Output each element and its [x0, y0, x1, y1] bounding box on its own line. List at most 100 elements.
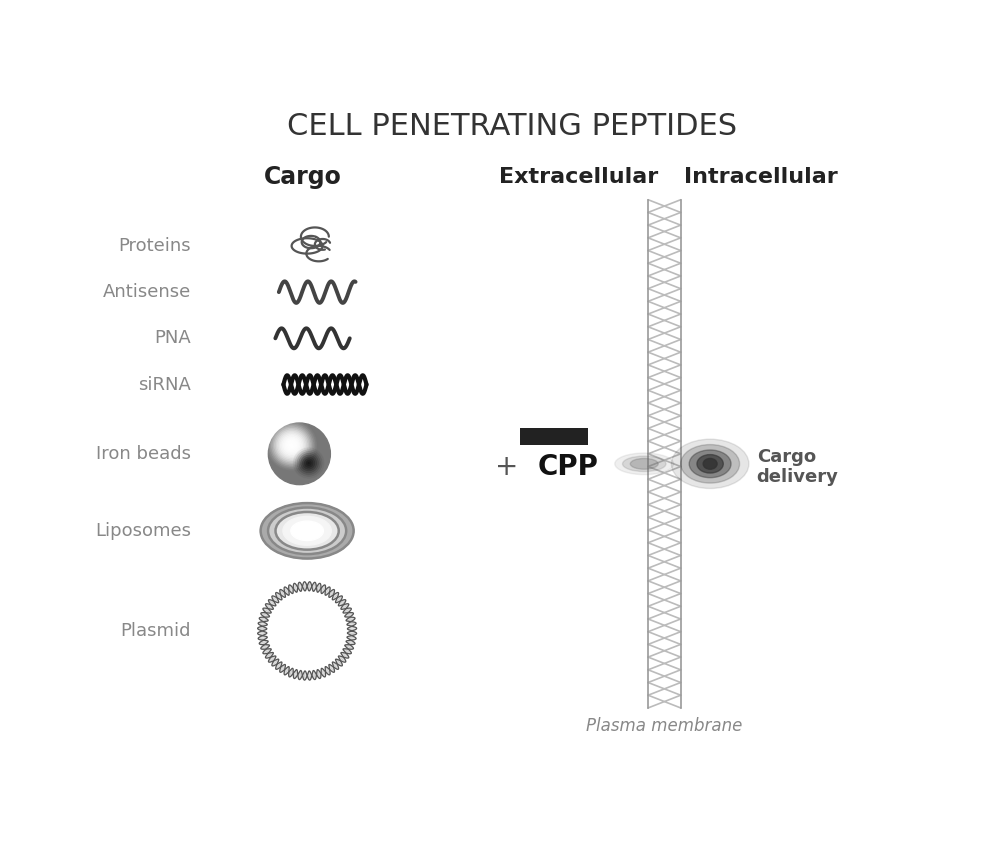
Polygon shape: [294, 669, 296, 679]
Polygon shape: [275, 662, 278, 665]
Polygon shape: [347, 623, 356, 625]
Polygon shape: [329, 591, 331, 593]
Polygon shape: [347, 633, 357, 634]
Polygon shape: [349, 639, 354, 640]
Polygon shape: [258, 634, 267, 635]
Polygon shape: [339, 600, 344, 604]
Polygon shape: [325, 668, 329, 674]
Polygon shape: [280, 590, 285, 598]
Polygon shape: [259, 618, 268, 620]
Polygon shape: [289, 585, 292, 593]
Circle shape: [274, 428, 309, 463]
Polygon shape: [259, 642, 268, 644]
Ellipse shape: [283, 517, 331, 545]
Text: Iron beads: Iron beads: [96, 445, 191, 463]
Text: Antisense: Antisense: [103, 283, 191, 301]
Polygon shape: [345, 645, 353, 648]
Polygon shape: [348, 633, 356, 635]
Text: siRNA: siRNA: [138, 375, 191, 394]
Polygon shape: [348, 625, 355, 626]
Polygon shape: [348, 636, 355, 637]
Polygon shape: [284, 589, 287, 594]
Circle shape: [306, 460, 311, 465]
Polygon shape: [292, 672, 293, 674]
Polygon shape: [264, 608, 271, 612]
Polygon shape: [272, 597, 278, 603]
Polygon shape: [341, 604, 349, 609]
Polygon shape: [259, 641, 268, 644]
Polygon shape: [346, 613, 352, 615]
Circle shape: [308, 462, 309, 464]
Polygon shape: [289, 585, 293, 593]
Polygon shape: [273, 596, 279, 602]
Polygon shape: [263, 649, 271, 653]
Polygon shape: [284, 587, 289, 595]
Polygon shape: [261, 617, 267, 620]
Polygon shape: [269, 601, 274, 606]
Polygon shape: [259, 617, 268, 620]
Polygon shape: [337, 598, 342, 603]
Polygon shape: [282, 590, 285, 595]
Polygon shape: [259, 634, 265, 635]
Polygon shape: [263, 616, 266, 617]
Polygon shape: [348, 627, 356, 628]
Polygon shape: [280, 591, 284, 597]
Polygon shape: [266, 606, 271, 609]
Polygon shape: [345, 645, 353, 649]
Bar: [520, 427, 588, 444]
Polygon shape: [276, 594, 280, 599]
Polygon shape: [258, 628, 267, 629]
Polygon shape: [314, 583, 316, 591]
Polygon shape: [258, 623, 267, 626]
Polygon shape: [310, 671, 311, 679]
Polygon shape: [269, 604, 272, 606]
Polygon shape: [280, 593, 282, 596]
Polygon shape: [344, 651, 349, 653]
Polygon shape: [340, 600, 342, 602]
Polygon shape: [345, 646, 353, 649]
Polygon shape: [346, 611, 350, 613]
Polygon shape: [347, 617, 354, 620]
Polygon shape: [348, 620, 354, 621]
Polygon shape: [317, 670, 319, 679]
Polygon shape: [263, 617, 266, 618]
Polygon shape: [318, 669, 321, 679]
Text: CPP: CPP: [538, 453, 599, 481]
Polygon shape: [266, 653, 273, 658]
Polygon shape: [338, 599, 345, 605]
Polygon shape: [280, 589, 285, 598]
Polygon shape: [332, 663, 338, 669]
Ellipse shape: [689, 450, 731, 478]
Polygon shape: [300, 583, 301, 591]
Polygon shape: [258, 633, 267, 634]
Polygon shape: [298, 671, 300, 679]
Polygon shape: [343, 649, 351, 653]
Circle shape: [289, 443, 294, 448]
Circle shape: [301, 455, 317, 471]
Polygon shape: [294, 583, 297, 593]
Polygon shape: [322, 585, 325, 593]
Ellipse shape: [261, 503, 354, 559]
Polygon shape: [264, 611, 269, 613]
Polygon shape: [263, 608, 271, 613]
Polygon shape: [344, 609, 351, 613]
Polygon shape: [261, 642, 267, 645]
Polygon shape: [335, 663, 338, 667]
Polygon shape: [346, 618, 355, 620]
Polygon shape: [289, 668, 292, 676]
Polygon shape: [330, 664, 335, 672]
Polygon shape: [321, 669, 324, 676]
Polygon shape: [336, 597, 338, 599]
Polygon shape: [266, 652, 271, 656]
Polygon shape: [273, 660, 274, 661]
Polygon shape: [272, 596, 279, 603]
Polygon shape: [329, 664, 334, 673]
Polygon shape: [347, 641, 355, 643]
Text: Plasmid: Plasmid: [120, 622, 191, 640]
Polygon shape: [272, 659, 278, 664]
Polygon shape: [348, 645, 351, 646]
Polygon shape: [323, 587, 326, 593]
Polygon shape: [299, 670, 301, 679]
Polygon shape: [259, 622, 267, 624]
Polygon shape: [276, 593, 282, 600]
